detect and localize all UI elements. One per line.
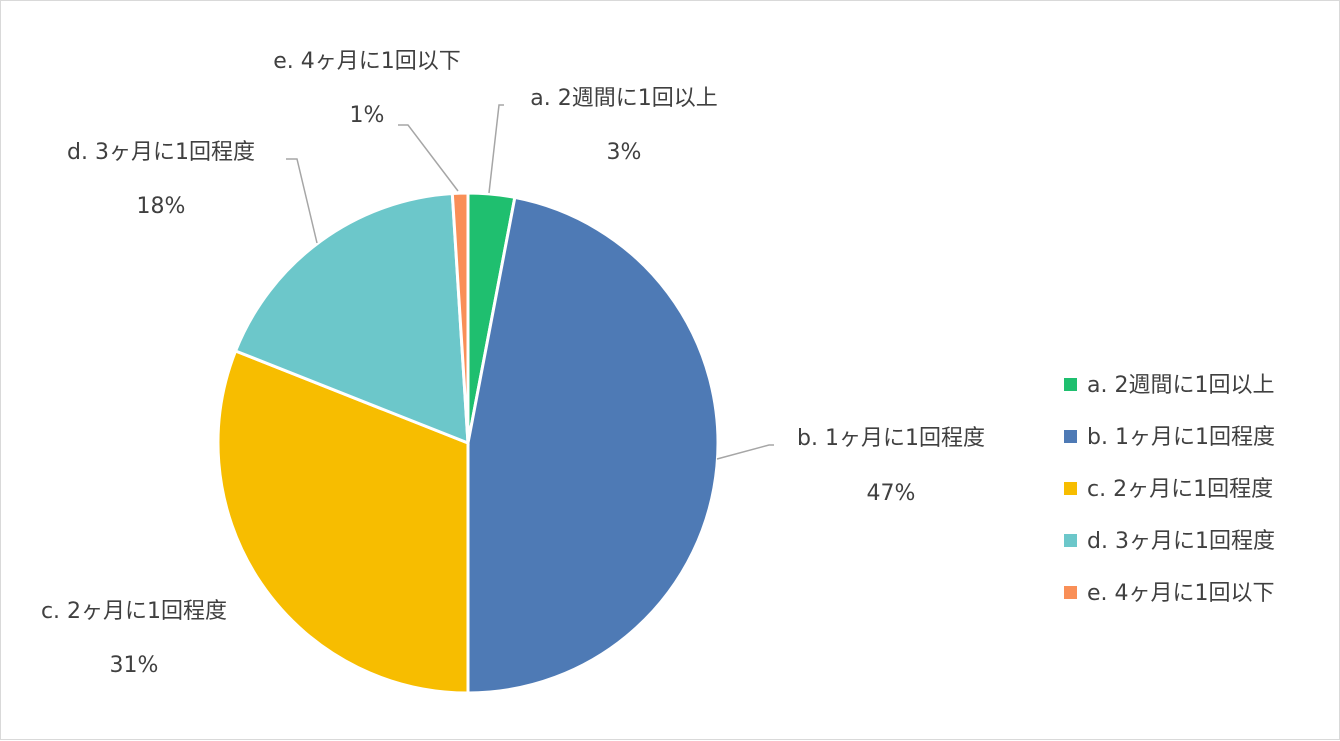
legend-label-a: a. 2週間に1回以上 — [1087, 373, 1274, 398]
leader-lines — [286, 104, 774, 460]
pie-slice-c — [216, 349, 470, 695]
pie-slice-d — [233, 191, 470, 446]
legend-label-e: e. 4ヶ月に1回以下 — [1087, 581, 1275, 606]
data-label-category-b: b. 1ヶ月に1回程度 — [797, 426, 985, 451]
legend-label-d: d. 3ヶ月に1回程度 — [1087, 529, 1275, 554]
legend-swatch-b — [1064, 430, 1077, 443]
legend-swatch-a — [1064, 378, 1077, 391]
data-label-value-c: 31% — [110, 653, 159, 678]
pie-slice-e — [450, 191, 470, 444]
data-label-category-d: d. 3ヶ月に1回程度 — [67, 140, 255, 165]
pie-slices — [216, 191, 720, 695]
data-label-value-a: 3% — [607, 140, 642, 165]
pie-slice-b — [466, 195, 720, 695]
leader-line-e — [398, 124, 459, 192]
legend: a. 2週間に1回以上 b. 1ヶ月に1回程度 c. 2ヶ月に1回程度 d. 3ヶ月に… — [1064, 373, 1275, 606]
data-label-category-a: a. 2週間に1回以上 — [530, 86, 717, 111]
data-label-value-e: 1% — [350, 103, 385, 128]
data-label-category-e: e. 4ヶ月に1回以下 — [273, 49, 461, 74]
legend-swatch-e — [1064, 586, 1077, 599]
leader-line-a — [488, 104, 504, 194]
data-label-category-c: c. 2ヶ月に1回程度 — [41, 599, 227, 624]
legend-label-c: c. 2ヶ月に1回程度 — [1087, 477, 1273, 502]
legend-swatch-d — [1064, 534, 1077, 547]
leader-line-b — [716, 444, 774, 460]
data-label-value-d: 18% — [137, 194, 186, 219]
data-label-value-b: 47% — [867, 481, 916, 506]
data-labels: a. 2週間に1回以上 3% b. 1ヶ月に1回程度 47% c. 2ヶ月に1回程度 31… — [41, 49, 985, 678]
leader-line-d — [286, 158, 318, 244]
legend-swatch-c — [1064, 482, 1077, 495]
legend-label-b: b. 1ヶ月に1回程度 — [1087, 425, 1275, 450]
